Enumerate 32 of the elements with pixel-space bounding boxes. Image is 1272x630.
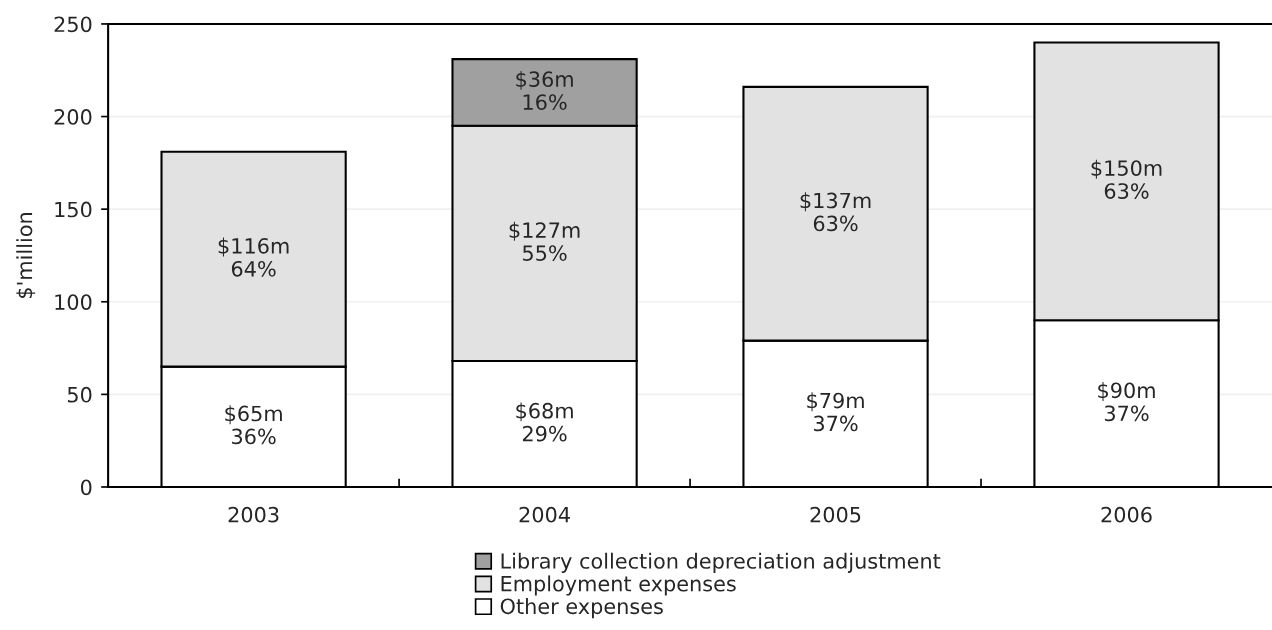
- y-tick-label: 150: [55, 201, 92, 218]
- y-tick-label: 0: [80, 479, 92, 496]
- annotation: 55%: [523, 245, 567, 261]
- data-label: $36m: [516, 70, 573, 90]
- legend-label: Employment expenses: [501, 575, 736, 596]
- annotation: 37%: [813, 415, 858, 432]
- data-label: $90m: [1098, 382, 1155, 401]
- y-tick-label: 200: [54, 109, 92, 125]
- data-label: $137m: [800, 192, 871, 212]
- data-label: $127m: [509, 221, 580, 241]
- legend-label: Library collection depreciation adjustment: [501, 552, 941, 573]
- y-tick-label: 100: [55, 294, 92, 310]
- data-label: $150m: [1091, 159, 1162, 179]
- y-tick-label: 250: [54, 16, 92, 33]
- annotation: 29%: [522, 425, 567, 442]
- data-label: $116m: [218, 237, 289, 257]
- x-tick-label: 2006: [1101, 506, 1152, 523]
- y-tick-label: 50: [67, 386, 92, 403]
- data-label: $68m: [516, 402, 573, 422]
- annotation: 37%: [1104, 405, 1149, 422]
- annotation: 63%: [813, 215, 858, 232]
- annotation: 64%: [231, 260, 276, 277]
- legend-label: Other expenses: [500, 598, 663, 619]
- annotation: 36%: [232, 428, 276, 445]
- annotation: 16%: [523, 94, 567, 110]
- x-tick-label: 2004: [519, 506, 570, 523]
- data-label: $65m: [225, 405, 282, 425]
- x-tick-label: 2005: [810, 506, 861, 523]
- data-label: $79m: [807, 392, 864, 412]
- annotation: 63%: [1104, 183, 1149, 199]
- y-axis-title: $'million: [16, 213, 36, 298]
- x-tick-label: 2003: [228, 506, 279, 523]
